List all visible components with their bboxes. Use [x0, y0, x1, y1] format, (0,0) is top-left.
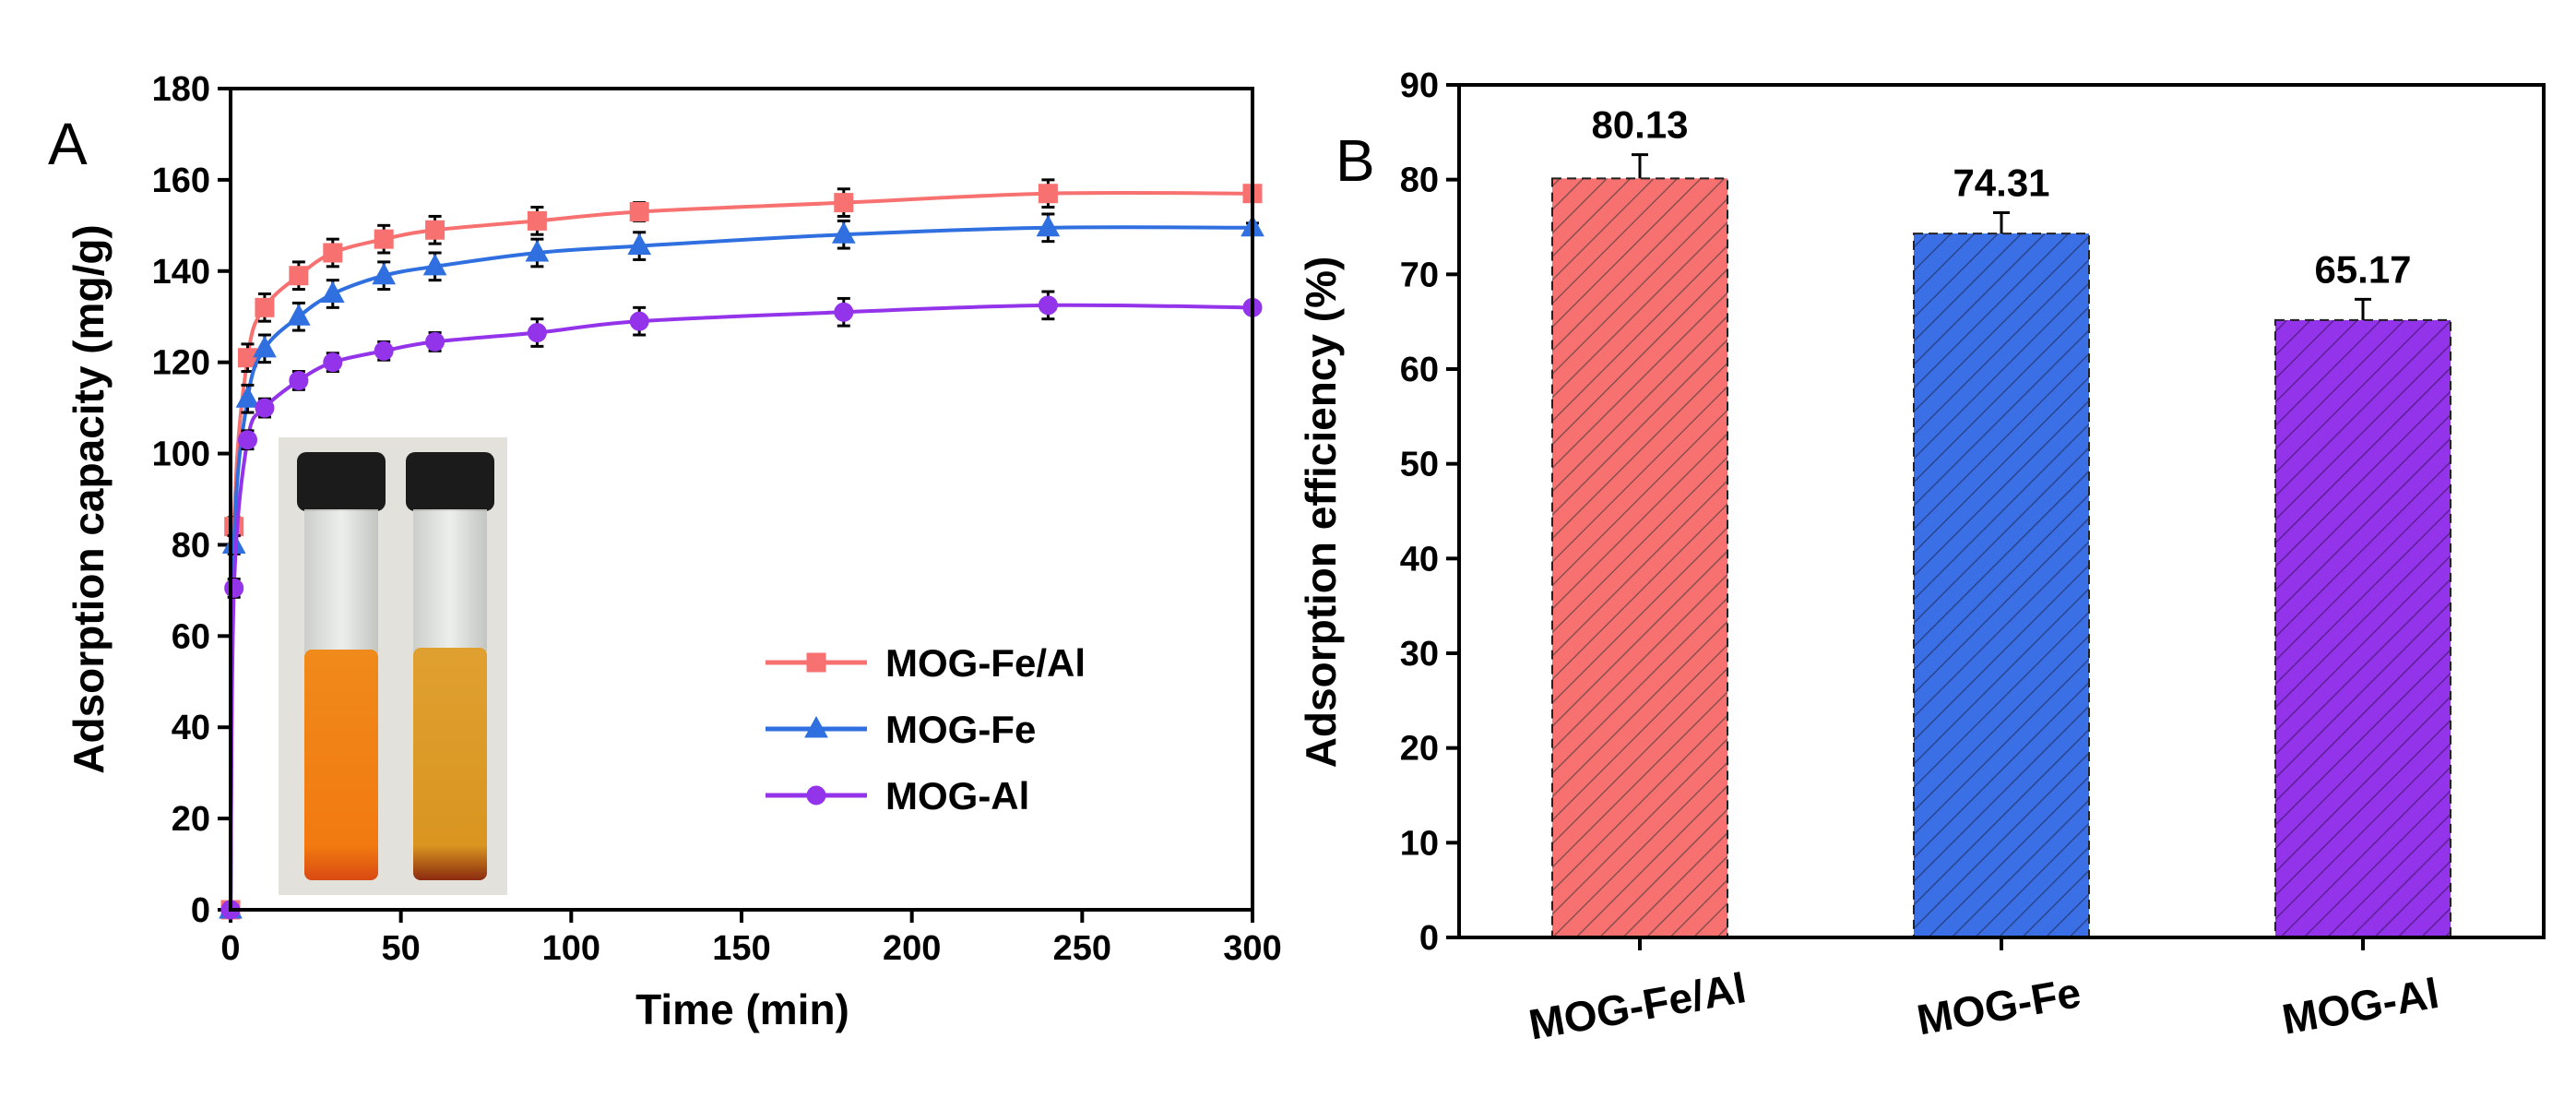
data-point — [255, 297, 275, 317]
bar-value-label: 74.31 — [1953, 161, 2049, 204]
legend-marker — [804, 715, 828, 738]
vial-cap-icon — [406, 452, 494, 511]
y-tick-label: 10 — [1400, 824, 1439, 863]
x-tick-label: 200 — [883, 929, 941, 968]
legend-item: MOG-Al — [766, 774, 1029, 818]
panel-a-line-chart: A 0 50 100 150 200 250 300 0 20 40 60 80 100 120 140 16… — [48, 70, 1282, 1033]
series-mog-al — [220, 290, 1263, 920]
data-point — [831, 221, 856, 244]
panel-b-bar-chart: B 0 10 20 30 40 50 60 70 80 90 80.13 MOG-Fe/Al 74.3… — [1297, 66, 2546, 1048]
bar-value-label: 80.13 — [1591, 103, 1688, 147]
data-point — [425, 220, 445, 240]
data-point — [237, 430, 257, 450]
data-point — [629, 202, 649, 221]
panel-a-label: A — [48, 111, 88, 177]
legend-marker — [806, 652, 826, 673]
bar — [1913, 233, 2090, 939]
y-tick-label: 100 — [152, 436, 210, 474]
panel-a-legend: MOG-Fe/Al MOG-Fe MOG-Al — [766, 641, 1086, 818]
x-tick-label: 100 — [542, 929, 600, 968]
data-point — [627, 233, 652, 256]
y-tick-label: 20 — [172, 800, 210, 839]
panel-a-y-axis-title: Adsorption capacity (mg/g) — [65, 224, 113, 773]
y-tick-label: 40 — [172, 709, 210, 747]
inset-vial-photo — [279, 437, 507, 895]
data-point — [320, 280, 345, 303]
data-point — [629, 311, 649, 331]
data-point — [422, 253, 447, 276]
panel-a-ticks: 0 50 100 150 200 250 300 0 20 40 60 80 100 120 140 160 1… — [152, 70, 1282, 968]
y-tick-label: 120 — [152, 344, 210, 383]
series-mog-fe-al — [220, 178, 1263, 920]
data-point — [289, 370, 309, 390]
x-tick-label: 0 — [220, 929, 240, 968]
data-point — [323, 352, 343, 373]
data-point — [374, 340, 394, 361]
y-tick-label: 180 — [152, 70, 210, 109]
panel-b-ticks: 0 10 20 30 40 50 60 70 80 90 — [1400, 66, 1459, 958]
bar-value-label: 65.17 — [2314, 247, 2411, 291]
series-line — [229, 190, 1253, 911]
data-point — [372, 262, 397, 285]
y-tick-label: 60 — [1400, 351, 1439, 389]
data-point — [1036, 214, 1061, 237]
legend-label: MOG-Al — [885, 774, 1029, 818]
panel-a-x-axis-title: Time (min) — [635, 985, 849, 1033]
data-point — [237, 348, 257, 368]
legend-marker — [806, 785, 826, 806]
bar — [1551, 177, 1728, 939]
data-point — [425, 331, 445, 352]
y-tick-label: 160 — [152, 161, 210, 200]
y-tick-label: 80 — [1400, 161, 1439, 200]
x-tick-label: 300 — [1223, 929, 1281, 968]
y-tick-label: 80 — [172, 526, 210, 565]
legend-label: MOG-Fe/Al — [885, 641, 1086, 685]
data-point — [224, 578, 244, 598]
y-tick-label: 20 — [1400, 730, 1439, 769]
y-tick-label: 0 — [191, 891, 210, 930]
bar — [2274, 318, 2451, 938]
panel-b-bars: 80.13 MOG-Fe/Al 74.31 MOG-Fe 65.17 MOG-Al — [1525, 103, 2451, 1048]
data-point — [1038, 295, 1058, 316]
x-category-label: MOG-Al — [2278, 969, 2442, 1044]
vial-cap-icon — [297, 452, 386, 511]
legend-label: MOG-Fe — [885, 708, 1036, 751]
x-tick-label: 150 — [712, 929, 770, 968]
data-point — [289, 266, 309, 286]
y-tick-label: 50 — [1400, 446, 1439, 484]
x-tick-label: 250 — [1053, 929, 1111, 968]
data-point — [374, 229, 394, 249]
legend-item: MOG-Fe — [766, 708, 1036, 751]
data-point — [525, 239, 550, 262]
y-tick-label: 30 — [1400, 635, 1439, 674]
panel-b-label: B — [1335, 127, 1375, 194]
data-point — [527, 323, 547, 343]
data-point — [235, 386, 260, 408]
x-category-label: MOG-Fe — [1914, 968, 2084, 1044]
data-point — [527, 210, 547, 231]
series-line — [229, 303, 1253, 911]
data-point — [287, 304, 311, 326]
y-tick-label: 140 — [152, 253, 210, 292]
data-point — [255, 398, 275, 418]
series-line — [229, 225, 1253, 911]
y-tick-label: 70 — [1400, 256, 1439, 294]
data-point — [834, 302, 854, 322]
legend-item: MOG-Fe/Al — [766, 641, 1086, 685]
x-tick-label: 50 — [382, 929, 421, 968]
y-tick-label: 90 — [1400, 66, 1439, 105]
y-tick-label: 40 — [1400, 540, 1439, 579]
data-point — [834, 193, 854, 213]
data-point — [1038, 184, 1058, 204]
data-point — [323, 243, 343, 263]
y-tick-label: 0 — [1419, 919, 1439, 958]
data-point — [253, 335, 277, 358]
x-category-label: MOG-Fe/Al — [1525, 963, 1750, 1048]
y-tick-label: 60 — [172, 617, 210, 656]
panel-b-y-axis-title: Adsorption efficiency (%) — [1297, 257, 1345, 769]
